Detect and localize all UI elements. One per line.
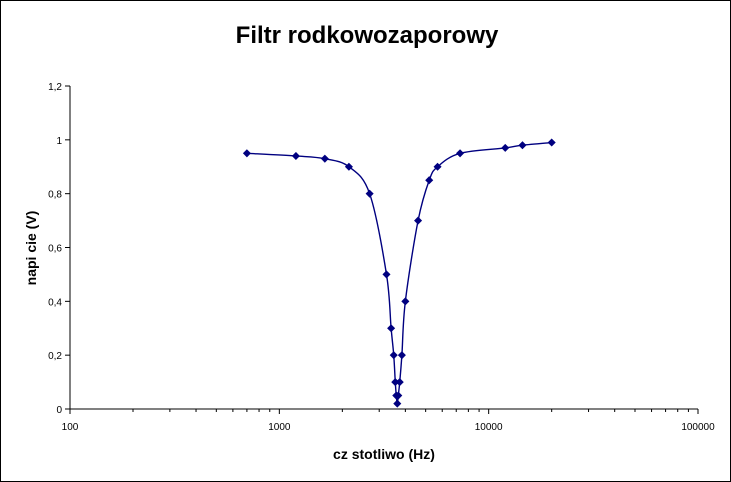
axes: 0 0,2 0,4 0,6 0,8 1 1,2 100 1000 10000 100000 (48, 82, 715, 433)
series-line (246, 141, 552, 405)
data-point (397, 351, 406, 360)
data-point (456, 149, 465, 158)
x-axis-label: cz stotliwo (Hz) (333, 446, 435, 462)
x-tick-label: 100000 (681, 422, 715, 433)
data-point (344, 162, 353, 171)
data-point (425, 176, 434, 185)
data-point (414, 216, 423, 225)
y-axis-label: napi cie (V) (23, 211, 39, 286)
x-tick-label: 100 (62, 422, 79, 433)
data-point (365, 189, 374, 198)
y-tick-label: 0,2 (48, 351, 62, 362)
data-point (393, 399, 402, 408)
data-point (291, 151, 300, 161)
y-tick-label: 0,6 (48, 244, 62, 255)
y-tick-label: 1 (56, 136, 62, 147)
data-point (242, 149, 251, 158)
data-point (433, 162, 442, 171)
data-point (389, 351, 398, 360)
data-markers (242, 138, 556, 408)
y-tick-label: 1,2 (48, 82, 62, 93)
chart-title: Filtr rodkowozaporowy (236, 22, 499, 49)
data-point (518, 141, 527, 150)
data-point (395, 378, 404, 387)
data-point (401, 297, 410, 306)
y-tick-label: 0 (56, 405, 62, 416)
data-curve-layer (246, 141, 552, 405)
y-tick-label: 0,8 (48, 190, 62, 201)
x-tick-label: 10000 (475, 422, 503, 433)
data-point (547, 138, 556, 147)
data-point (387, 324, 396, 333)
data-point (382, 270, 391, 279)
y-tick-label: 0,4 (48, 297, 62, 308)
data-point (394, 391, 403, 400)
data-point (501, 143, 510, 152)
x-tick-label: 1000 (268, 422, 291, 433)
data-point (320, 154, 329, 163)
